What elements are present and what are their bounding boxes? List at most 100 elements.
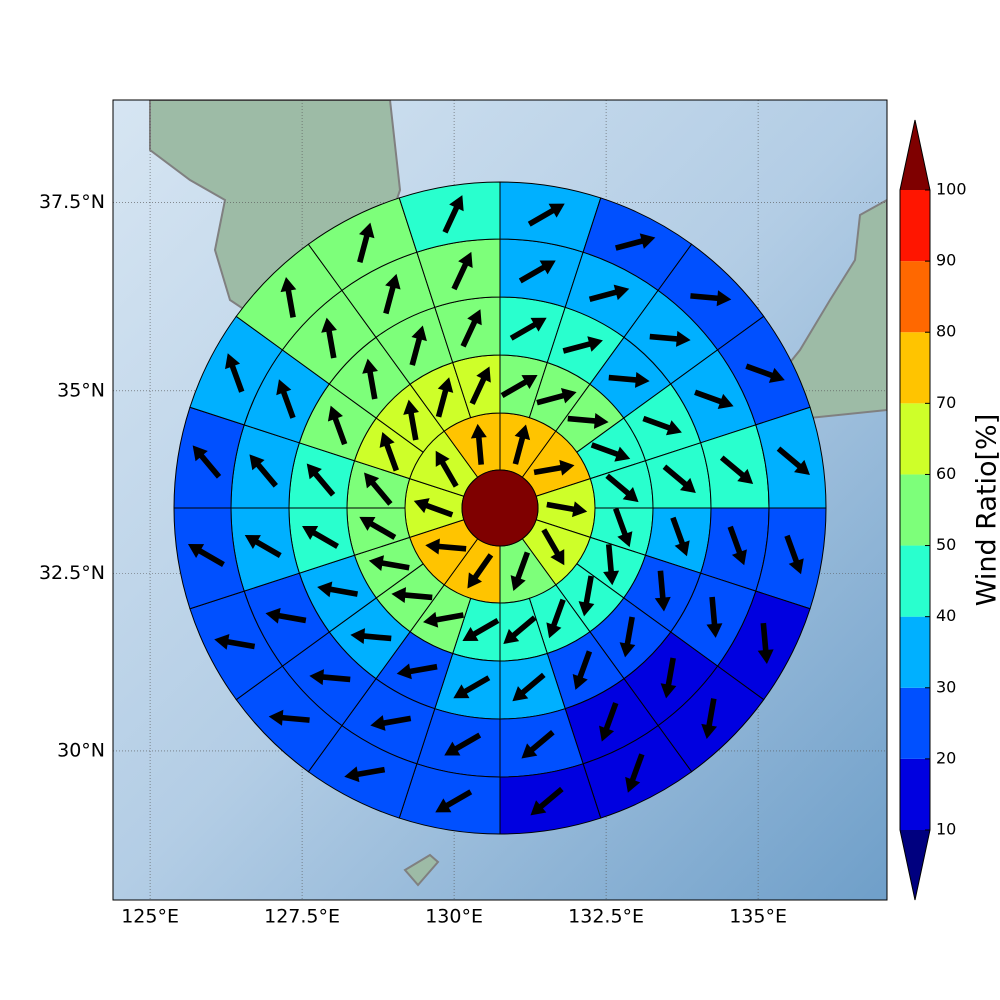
wind-arrow: [530, 786, 564, 816]
colorbar-tick-label: 30: [936, 677, 956, 696]
wind-arrow: [662, 464, 696, 494]
y-tick-label: 37.5°N: [39, 191, 105, 213]
wind-arrow: [588, 284, 630, 303]
sectors: [173, 181, 827, 835]
wind-arrow: [706, 596, 723, 638]
wind-arrow: [280, 276, 297, 318]
wind-arrow: [364, 472, 393, 506]
wind-arrow: [615, 233, 656, 251]
wind-arrow: [350, 628, 392, 645]
wind-arrow: [541, 528, 565, 566]
axis-ticks: 125°E 127.5°E 130°E 132.5°E 135°E 30°N 32.5°N 3…: [39, 191, 787, 927]
map-frame: [112, 99, 888, 901]
wind-arrow: [467, 553, 494, 589]
wind-arrow: [187, 544, 225, 567]
wind-arrow: [460, 309, 482, 348]
wind-arrow: [413, 498, 454, 518]
wind-arrow: [745, 363, 785, 383]
wind-arrow: [396, 663, 438, 680]
wind-arrow: [469, 366, 491, 405]
wind-arrow: [383, 273, 401, 315]
wind-arrow: [444, 732, 482, 756]
colorbar: 10 20 30 40 50 60 70 80 90 100: [899, 119, 967, 901]
wind-arrow: [403, 399, 419, 441]
wind-arrow: [619, 616, 636, 658]
wind-arrow: [757, 622, 774, 664]
wind-arrow: [249, 454, 278, 488]
colorbar-tick-label: 90: [936, 251, 956, 270]
wind-arrow: [512, 424, 531, 465]
wind-arrow: [357, 222, 375, 263]
colorbar-tick-label: 70: [936, 393, 956, 412]
colorbar-bin: [900, 332, 930, 404]
wind-arrow: [608, 371, 650, 388]
wind-arrow: [379, 431, 399, 472]
x-tick-label: 132.5°E: [568, 906, 644, 928]
wind-arrow: [649, 330, 691, 347]
wind-arrow: [435, 450, 459, 488]
wind-arrow: [306, 463, 336, 497]
wind-arrow: [344, 766, 386, 783]
colorbar-bin: [900, 545, 930, 617]
y-tick-label: 32.5°N: [39, 562, 105, 584]
colorbar-tick-label: 20: [936, 748, 956, 767]
wind-arrow: [435, 789, 473, 813]
wind-arrow: [701, 698, 718, 740]
wind-arrow: [362, 358, 378, 400]
wind-arrow: [578, 575, 595, 617]
wind-arrow: [409, 325, 427, 366]
x-tick-label: 130°E: [425, 906, 483, 928]
wind-arrow: [510, 551, 531, 591]
y-tick-label: 30°N: [57, 739, 105, 761]
wind-arrow: [776, 446, 810, 475]
wind-arrow: [391, 587, 433, 604]
colorbar-bin: [900, 758, 930, 830]
wind-arrow: [317, 581, 359, 598]
wind-arrow: [276, 379, 296, 419]
wind-arrow: [533, 459, 575, 476]
wind-arrow: [435, 377, 454, 418]
x-tick-label: 127.5°E: [264, 906, 340, 928]
wind-arrow: [442, 195, 464, 234]
wind-arrow: [425, 538, 467, 555]
x-tick-label: 125°E: [121, 906, 179, 928]
wind-arrow: [509, 317, 547, 341]
wind-arrow: [214, 633, 256, 650]
colorbar-tick-label: 10: [936, 820, 956, 839]
wind-arrow: [727, 525, 747, 566]
wind-arrow: [546, 501, 588, 518]
wind-arrow: [546, 598, 566, 639]
wind-arrow: [562, 336, 603, 354]
wind-arrow: [603, 544, 620, 586]
x-tick-label: 135°E: [729, 906, 787, 928]
colorbar-tick-label: 60: [936, 464, 956, 483]
wind-arrow: [660, 657, 677, 699]
wind-arrows: [187, 195, 810, 816]
wind-arrow: [613, 507, 633, 548]
colorbar-tick-label: 100: [936, 180, 967, 199]
colorbar-tick-label: 80: [936, 322, 956, 341]
colorbar-label: Wind Ratio[%]: [972, 414, 1000, 606]
wind-arrow: [192, 445, 222, 479]
wind-arrow: [527, 203, 565, 227]
wind-arrow: [521, 730, 555, 759]
wind-arrow: [470, 423, 487, 465]
wind-arrow: [368, 555, 410, 571]
wind-arrow: [642, 415, 682, 436]
wind-arrow: [327, 405, 348, 446]
wind-arrow: [503, 615, 537, 644]
colorbar-bin: [900, 687, 930, 759]
colorbar-bin: [900, 190, 930, 262]
center-disk: [461, 469, 539, 547]
wind-arrow: [370, 715, 412, 731]
wind-arrow: [423, 611, 464, 628]
wind-arrow: [567, 412, 609, 429]
wind-arrow: [690, 290, 732, 307]
colorbar-bin: [900, 403, 930, 475]
wind-arrow: [670, 516, 690, 557]
wind-arrow: [590, 442, 631, 462]
wind-arrow: [321, 317, 337, 359]
wind-arrow: [265, 607, 307, 624]
wind-arrow: [625, 753, 645, 793]
